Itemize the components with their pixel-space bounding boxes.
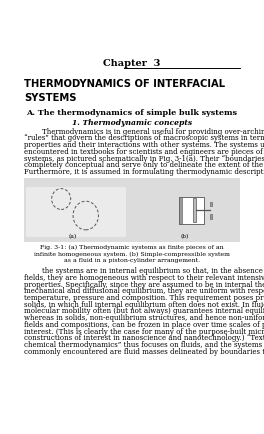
Text: systems, as pictured schematically in Fig. 3-1(a). Their “boundaries” are: systems, as pictured schematically in Fi… <box>24 155 264 162</box>
Text: (a): (a) <box>69 234 77 239</box>
Bar <box>210 202 213 206</box>
Text: properties. Specifically, since they are assumed to be in internal thermal,: properties. Specifically, since they are… <box>24 280 264 289</box>
Text: completely conceptual and serve only to delineate the extent of the system.: completely conceptual and serve only to … <box>24 161 264 169</box>
Text: Furthermore, it is assumed in formulating thermodynamic descriptions that: Furthermore, it is assumed in formulatin… <box>24 168 264 176</box>
Text: “rules” that govern the descriptions of macroscopic systems in terms of their: “rules” that govern the descriptions of … <box>24 135 264 142</box>
FancyBboxPatch shape <box>24 178 240 242</box>
Text: Thermodynamics is in general useful for providing over-arching: Thermodynamics is in general useful for … <box>24 128 264 135</box>
Bar <box>179 197 204 224</box>
Text: 1. Thermodynamic concepts: 1. Thermodynamic concepts <box>72 119 192 127</box>
Text: Fig. 3-1: (a) Thermodynamic systems as finite pieces of an: Fig. 3-1: (a) Thermodynamic systems as f… <box>40 245 224 250</box>
Text: A. The thermodynamics of simple bulk systems: A. The thermodynamics of simple bulk sys… <box>26 109 238 117</box>
Text: (b): (b) <box>180 234 188 239</box>
Text: molecular mobility often (but not always) guarantees internal equilibrium,: molecular mobility often (but not always… <box>24 307 264 316</box>
Bar <box>26 187 126 237</box>
Text: whereas in solids, non-equilibrium structures, and hence non-uniform stress: whereas in solids, non-equilibrium struc… <box>24 314 264 322</box>
Text: Chapter  3: Chapter 3 <box>103 59 161 68</box>
Text: encountered in textbooks for scientists and engineers are pieces of infinite: encountered in textbooks for scientists … <box>24 148 264 156</box>
Text: temperature, pressure and composition. This requirement poses problems for: temperature, pressure and composition. T… <box>24 294 264 302</box>
Text: mechanical and diffusional equilibrium, they are uniform with respect their: mechanical and diffusional equilibrium, … <box>24 287 264 295</box>
Text: infinite homogeneous system. (b) Simple-compressible system: infinite homogeneous system. (b) Simple-… <box>34 251 230 257</box>
Text: fields, they are homogeneous with respect to their relevant intensive: fields, they are homogeneous with respec… <box>24 274 264 282</box>
Text: chemical thermodynamics” thus focuses on fluids, and the systems: chemical thermodynamics” thus focuses on… <box>24 341 262 349</box>
Text: fields and compositions, can be frozen in place over time scales of practical: fields and compositions, can be frozen i… <box>24 321 264 329</box>
Bar <box>210 214 213 218</box>
Text: as a fluid in a piston-cylinder arrangement.: as a fluid in a piston-cylinder arrangem… <box>64 258 200 263</box>
Text: the systems are in internal equilibrium so that, in the absence of external: the systems are in internal equilibrium … <box>24 267 264 275</box>
Text: constructions of interest in nanoscience and nanotechnology.) “Textbook: constructions of interest in nanoscience… <box>24 335 264 342</box>
Text: properties and their interactions with other systems. The systems usually: properties and their interactions with o… <box>24 141 264 149</box>
Text: interest. (This is clearly the case for many of the purpose-built micro or nano: interest. (This is clearly the case for … <box>24 328 264 335</box>
Bar <box>193 198 196 222</box>
Text: commonly encountered are fluid masses delineated by boundaries that are: commonly encountered are fluid masses de… <box>24 348 264 356</box>
Text: solids, in which full internal equilibrium often does not exist. In fluids,: solids, in which full internal equilibri… <box>24 301 264 309</box>
Bar <box>179 197 182 224</box>
Text: SYSTEMS: SYSTEMS <box>24 93 76 103</box>
Text: THERMODYNAMICS OF INTERFACIAL: THERMODYNAMICS OF INTERFACIAL <box>24 79 225 89</box>
